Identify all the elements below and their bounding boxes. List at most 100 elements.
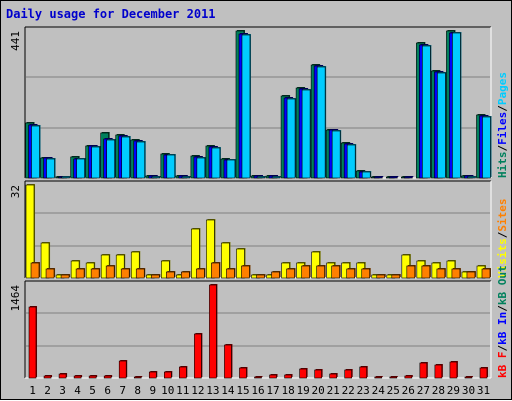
kbytes-bar-kb-f-shadow — [135, 376, 143, 377]
x-tick-label: 2 — [44, 384, 51, 397]
kbytes-bar-kb-f — [88, 375, 97, 379]
legend-entry: / — [496, 145, 509, 152]
legend-entry: Hits — [496, 152, 509, 179]
visits-sites-bar-sites — [316, 265, 325, 279]
visits-sites-bar-sites — [120, 268, 130, 279]
hits-files-pages-bar-pages — [331, 130, 341, 179]
x-tick-label: 9 — [149, 384, 156, 397]
visits-sites-bar-sites — [451, 268, 461, 279]
kbytes-bar-kb-f — [464, 376, 473, 379]
kbytes-bar-kb-f — [224, 344, 232, 379]
hits-files-pages-bar-pages-shadow — [258, 176, 266, 177]
hits-files-pages-bar-pages — [211, 147, 221, 179]
hits-files-pages-bar-pages-shadow — [468, 176, 477, 177]
hits-files-pages-bar-pages — [106, 139, 115, 179]
x-tick-label: 3 — [59, 384, 66, 397]
visits-sites-bar-visits — [221, 242, 230, 279]
legend-entry: kB F — [496, 352, 509, 379]
kbytes-bar-kb-f — [194, 333, 202, 379]
visits-sites-bar-sites — [135, 268, 145, 279]
legend-entry: / — [496, 305, 509, 312]
hits-files-pages-bar-files-shadow — [405, 176, 414, 177]
hits-files-pages-bar-files-shadow — [375, 176, 384, 177]
kbytes-bar-kb-f — [43, 375, 52, 379]
legend-entry: / — [496, 105, 509, 112]
visits-sites-bar-sites — [331, 265, 340, 279]
hits-files-pages-bar-pages-shadow — [62, 176, 71, 177]
x-tick-label: 8 — [134, 384, 141, 397]
hits-files-pages-bar-pages — [301, 89, 311, 179]
kbytes-bar-kb-f — [28, 306, 37, 379]
hits-files-pages-bar-files — [373, 176, 383, 179]
hits-files-pages-legend: Hits/Files/Pages — [496, 72, 509, 178]
legend-entry: Pages — [496, 72, 509, 105]
hits-files-pages-bar-pages — [226, 159, 236, 179]
hits-files-pages-bar-pages — [166, 154, 176, 179]
kbytes-bar-kb-f — [434, 364, 443, 379]
legend-entry: / — [496, 345, 509, 352]
x-tick-label: 4 — [74, 384, 81, 397]
visits-sites-bar-sites — [301, 265, 310, 279]
kbytes-bar-kb-f — [133, 376, 142, 379]
visits-sites-bar-sites — [271, 271, 280, 279]
hits-files-pages-bar-pages — [467, 176, 476, 179]
visits-sites-bar-sites — [241, 265, 250, 279]
kbytes-bar-kb-f — [284, 374, 292, 379]
hits-files-pages-ymax-label: 441 — [9, 31, 22, 51]
kbytes-bar-kb-f-shadow — [390, 376, 398, 377]
kbytes-bar-kb-f — [73, 375, 82, 379]
hits-files-pages-bar-pages — [181, 176, 191, 179]
kbytes-bar-kb-f — [58, 373, 67, 379]
hits-files-pages-bar-pages — [482, 116, 491, 179]
kbytes-bar-kb-f — [179, 366, 187, 379]
x-tick-label: 23 — [357, 384, 370, 397]
hits-files-pages-bar-pages — [76, 158, 85, 179]
visits-sites-bar-visits — [191, 228, 200, 279]
visits-sites-bar-sites — [60, 274, 70, 279]
hits-files-pages-bar-pages — [31, 125, 40, 179]
hits-files-pages-bar-pages — [452, 32, 461, 179]
visits-sites-bar-sites — [466, 271, 476, 279]
hits-files-pages-bar-files — [404, 176, 413, 179]
visits-sites-bar-sites — [286, 268, 295, 279]
legend-entry: Visits — [496, 238, 509, 278]
x-tick-label: 14 — [221, 384, 235, 397]
chart-title: Daily usage for December 2011 — [6, 7, 216, 21]
kbytes-bar-kb-f — [314, 369, 322, 379]
x-tick-label: 12 — [191, 384, 204, 397]
legend-entry: Sites — [496, 199, 509, 232]
hits-files-pages-bar-files — [388, 176, 398, 179]
x-tick-label: 29 — [447, 384, 460, 397]
visits-sites-bar-sites — [30, 262, 40, 279]
visits-sites-legend: Visits/Sites — [496, 199, 509, 279]
kbytes-bar-kb-f — [359, 366, 368, 379]
hits-files-pages-bar-pages — [361, 171, 371, 179]
hits-files-pages-bar-pages — [256, 176, 266, 179]
x-tick-label: 25 — [387, 384, 400, 397]
x-tick-label: 31 — [477, 384, 490, 397]
visits-sites-bar-sites — [346, 268, 355, 279]
x-tick-label: 16 — [251, 384, 264, 397]
visits-sites-bar-visits — [236, 248, 245, 279]
visits-sites-bar-sites — [150, 274, 160, 279]
x-tick-label: 17 — [266, 384, 279, 397]
hits-files-pages-bar-pages — [271, 176, 281, 179]
visits-sites-bar-visits — [130, 251, 140, 279]
x-tick-label: 7 — [119, 384, 126, 397]
kbytes-bar-kb-f — [344, 369, 352, 379]
x-tick-label: 28 — [432, 384, 445, 397]
hits-files-pages-bar-pages — [151, 176, 161, 179]
kbytes-bar-kb-f — [374, 376, 383, 379]
x-tick-label: 15 — [236, 384, 249, 397]
kbytes-bar-kb-f — [479, 367, 488, 379]
visits-sites-bar-sites — [406, 265, 416, 279]
visits-sites-bar-visits — [25, 184, 35, 279]
visits-sites-bar-sites — [376, 274, 386, 279]
kbytes-bar-kb-f — [164, 371, 172, 379]
hits-files-pages-bar-pages — [316, 66, 326, 179]
kbytes-bar-kb-f — [449, 361, 458, 379]
kbytes-panel — [25, 281, 491, 378]
legend-entry: / — [496, 231, 509, 238]
